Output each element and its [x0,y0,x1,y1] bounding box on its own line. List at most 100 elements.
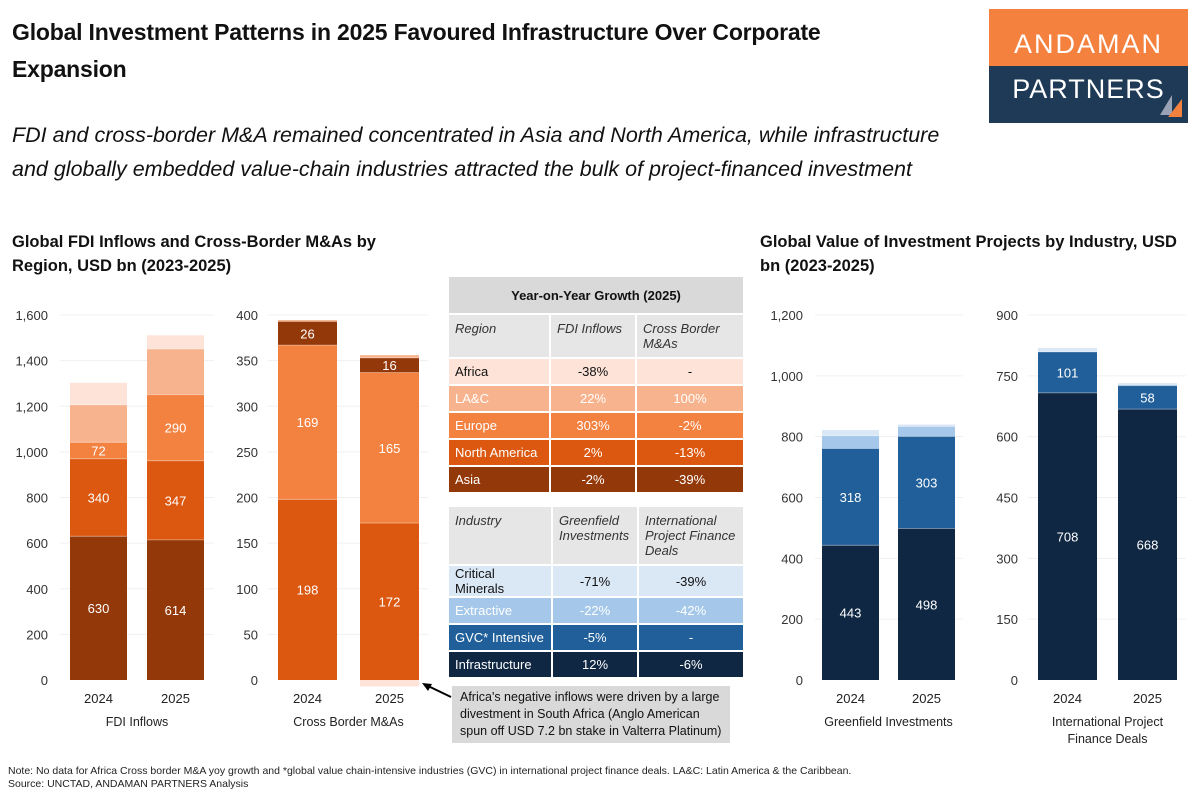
annotation-box: Africa's negative inflows were driven by… [452,686,730,743]
data-label: 26 [300,326,314,341]
data-label: 72 [91,444,105,459]
data-label: 58 [1140,390,1154,405]
data-label: 198 [297,583,319,598]
data-label: 101 [1057,365,1079,380]
y-tick-label: 750 [996,369,1018,384]
bar-segment-extractive-2025 [898,426,955,437]
y-tick-label: 200 [26,627,48,642]
x-tick-label: 2025 [1133,691,1162,706]
y-tick-label: 400 [236,308,258,323]
y-tick-label: 0 [41,673,48,688]
bar-segment-asia-2024 [278,321,337,346]
table-title: Year-on-Year Growth (2025) [449,277,743,313]
cell: 2% [551,440,635,465]
x-axis-label: Greenfield Investments [824,715,953,729]
bar-segment-infrastructure-2025 [1118,409,1177,680]
bar-segment-asia-2025 [147,539,204,680]
row-label: LA&C [449,386,549,411]
annotation-arrow-icon [422,683,452,698]
bar-segment-extractive-2025 [1118,385,1177,410]
bar-segment-infrastructure-2024 [1038,392,1097,680]
logo-line1: ANDAMAN [989,9,1188,66]
bar-segment-extractive-2024 [822,435,879,449]
y-tick-label: 350 [236,354,258,369]
table-row: Critical Minerals -71% -39% [449,566,743,596]
region-growth-table: Year-on-Year Growth (2025) Region FDI In… [447,275,745,494]
bar-segment-la-c-2024 [278,320,337,322]
row-label: Europe [449,413,549,438]
cell: -13% [637,440,743,465]
y-tick-label: 200 [236,491,258,506]
col-header: Region [449,315,549,357]
row-label: Critical Minerals [449,566,551,596]
cell: - [637,359,743,384]
footnote-note: Note: No data for Africa Cross border M&… [8,765,852,777]
bar-segment-infrastructure-2025 [898,528,955,680]
y-tick-label: 1,000 [15,445,48,460]
x-tick-label: 2025 [912,691,941,706]
cell: -6% [639,652,743,677]
row-label: Extractive [449,598,551,623]
bar-segment-north-america-2025 [147,460,204,540]
y-tick-label: 600 [781,491,803,506]
footnote: Note: No data for Africa Cross border M&… [8,765,851,791]
andaman-partners-logo: ANDAMAN PARTNERS [989,9,1188,123]
cell: -38% [551,359,635,384]
x-tick-label: 2024 [836,691,865,706]
cell: -5% [553,625,637,650]
bar-segment-la-c-2025 [147,348,204,395]
y-tick-label: 150 [236,536,258,551]
chart-0: 0 200 400 600 800 1,000 1,200 1,400 1,600 630 340 7… [15,308,214,729]
y-tick-label: 0 [796,673,803,688]
col-header: Cross Border M&As [637,315,743,357]
bar-segment-europe-2025 [147,394,204,461]
row-label: Africa [449,359,549,384]
page-title: Global Investment Patterns in 2025 Favou… [12,19,821,82]
table-row: GVC* Intensive -5% - [449,625,743,650]
table-row: Africa -38% - [449,359,743,384]
bar-segment-north-america-2024 [70,458,127,537]
row-label: Asia [449,467,549,492]
x-tick-label: 2024 [1053,691,1082,706]
row-label: North America [449,440,549,465]
y-tick-label: 100 [236,582,258,597]
bar-segment-critical-minerals-2024 [1038,347,1097,352]
y-tick-label: 800 [781,430,803,445]
bar-segment-gvc-intensive-2024 [822,448,879,546]
chart-2: 0 200 400 600 800 1,000 1,200 443 318 2024 498 303 2… [770,308,963,729]
data-label: 290 [165,421,187,436]
cell: 303% [551,413,635,438]
col-header: Greenfield Investments [553,507,637,564]
footnote-source: Source: UNCTAD, ANDAMAN PARTNERS Analysi… [8,778,249,790]
row-label: GVC* Intensive [449,625,551,650]
y-tick-label: 1,200 [770,308,803,323]
bar-segment-africa-2024 [70,382,127,405]
cell: -2% [551,467,635,492]
cell: -71% [553,566,637,596]
y-tick-label: 1,000 [770,369,803,384]
y-tick-label: 600 [26,536,48,551]
logo-line2: PARTNERS [1012,74,1165,104]
y-tick-label: 600 [996,430,1018,445]
cell: -42% [639,598,743,623]
table-row: LA&C 22% 100% [449,386,743,411]
bar-segment-asia-2024 [70,536,127,680]
cell: -39% [639,566,743,596]
bar-segment-gvc-intensive-2025 [898,436,955,529]
table-row: Infrastructure 12% -6% [449,652,743,677]
y-tick-label: 150 [996,612,1018,627]
cell: 100% [637,386,743,411]
data-label: 443 [840,606,862,621]
bar-segment-asia-2025 [360,357,419,373]
cell: -2% [637,413,743,438]
bar-segment-critical-minerals-2025 [898,424,955,427]
data-label: 172 [379,595,401,610]
cell: 12% [553,652,637,677]
y-tick-label: 0 [1011,673,1018,688]
y-tick-label: 400 [26,582,48,597]
cell: 22% [551,386,635,411]
bar-segment-north-america-2024 [278,499,337,680]
x-axis-label: International Project Finance Deals [1052,715,1164,746]
x-tick-label: 2024 [293,691,322,706]
